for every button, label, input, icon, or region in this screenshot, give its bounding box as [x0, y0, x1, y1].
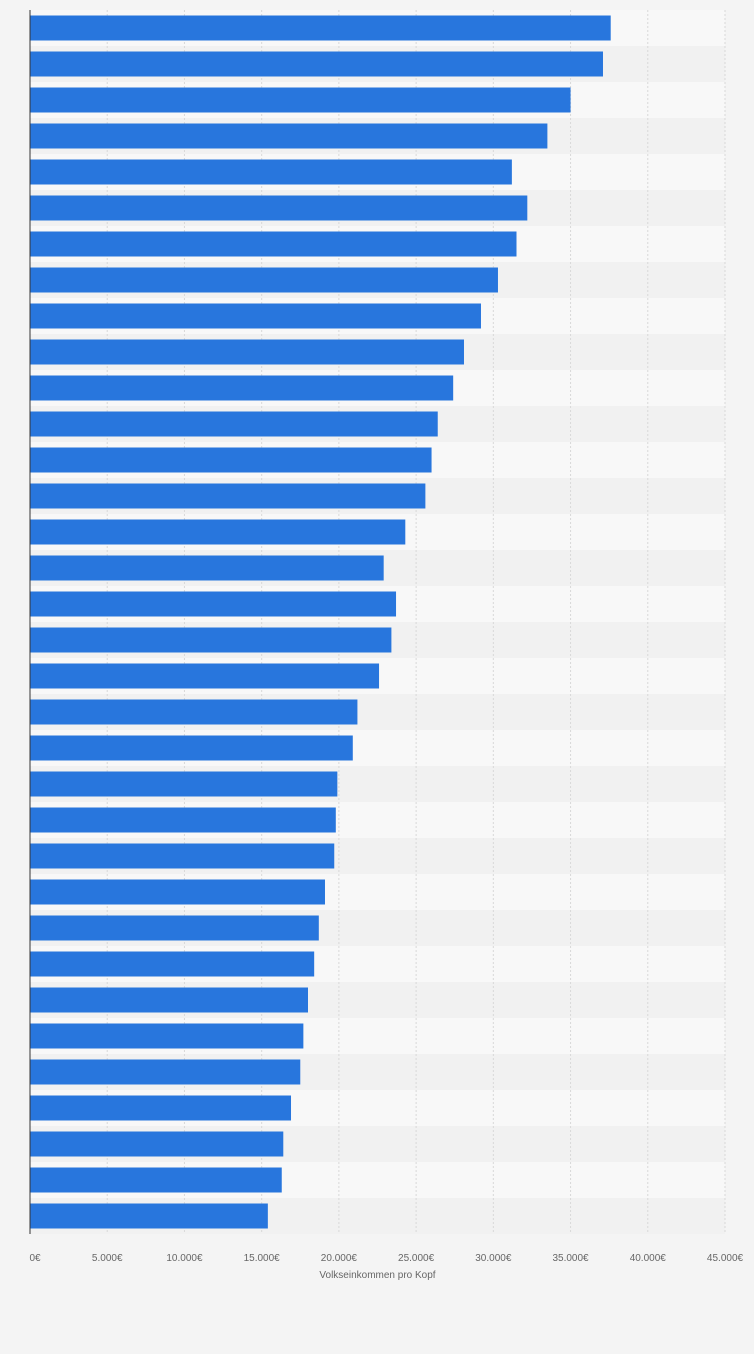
bar: [30, 555, 384, 581]
bar: [30, 123, 548, 149]
bar: [30, 1203, 268, 1229]
bar: [30, 951, 315, 977]
bar: [30, 303, 481, 329]
x-tick-label: 10.000€: [166, 1253, 203, 1264]
bar: [30, 267, 498, 293]
bar: [30, 159, 512, 185]
bar: [30, 663, 380, 689]
x-tick-label: 25.000€: [398, 1253, 435, 1264]
bar: [30, 879, 325, 905]
bar: [30, 1023, 304, 1049]
bar: [30, 843, 335, 869]
bar: [30, 231, 517, 257]
row-bands: [30, 10, 725, 1234]
bar: [30, 699, 358, 725]
x-tick-label: 35.000€: [552, 1253, 589, 1264]
bar: [30, 411, 438, 437]
bar: [30, 591, 397, 617]
x-tick-label: 0€: [29, 1253, 41, 1264]
x-axis-label: Volkseinkommen pro Kopf: [319, 1270, 435, 1281]
bar: [30, 195, 528, 221]
bar: [30, 627, 392, 653]
bar: [30, 483, 426, 509]
x-tick-label: 40.000€: [630, 1253, 667, 1264]
bar: [30, 807, 336, 833]
x-tick-label: 5.000€: [92, 1253, 123, 1264]
bar: [30, 87, 571, 113]
bar: [30, 1131, 284, 1157]
bar: [30, 339, 464, 365]
x-tick-label: 20.000€: [321, 1253, 358, 1264]
bar: [30, 915, 319, 941]
bar: [30, 1167, 282, 1193]
bar: [30, 771, 338, 797]
bar: [30, 15, 611, 41]
x-tick-labels: 0€ 5.000€ 10.000€ 15.000€ 20.000€ 25.000€ 30.0…: [29, 1253, 743, 1264]
bar: [30, 375, 454, 401]
bar: [30, 1059, 301, 1085]
bar: [30, 735, 353, 761]
bar: [30, 51, 603, 77]
x-tick-label: 45.000€: [707, 1253, 744, 1264]
bars: [30, 15, 611, 1229]
bar: [30, 447, 432, 473]
x-tick-label: 15.000€: [244, 1253, 281, 1264]
bar: [30, 987, 308, 1013]
x-tick-label: 30.000€: [475, 1253, 512, 1264]
bar: [30, 519, 406, 545]
bar: [30, 1095, 292, 1121]
